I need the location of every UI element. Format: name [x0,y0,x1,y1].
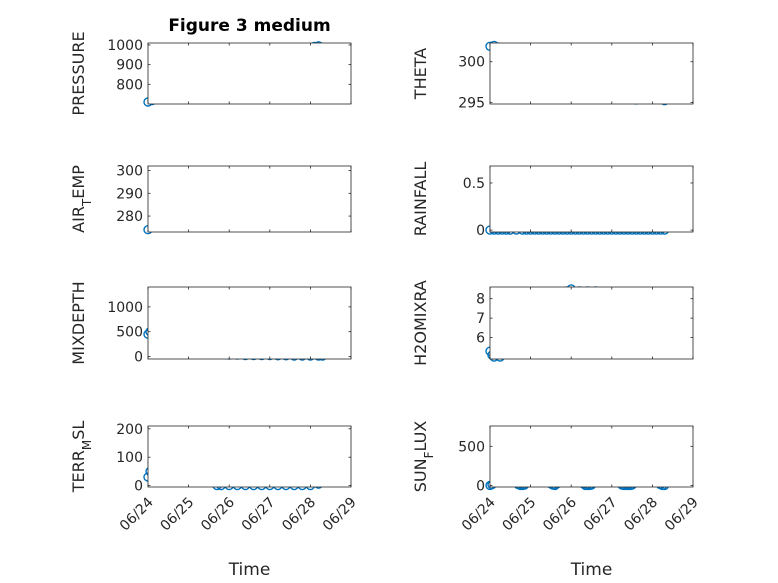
y-axis-label: SUNFLUX [411,421,436,493]
panel-sun-lux: 0 500 06/24 06/25 06/26 06/27 06/28 06/29 Time SU… [411,421,702,580]
y-tick-label: 0 [134,479,143,495]
y-tick-label: 0.5 [463,176,485,192]
y-tick-label: 0 [476,478,485,494]
y-tick-label: 6 [476,331,485,347]
y-axis-label: AIRTEMP [69,165,94,233]
y-tick-label: 500 [116,325,143,341]
axes-frame [489,42,694,105]
panel-pressure: 800 900 1000 PRESSURE Figure 3 medium [69,16,352,116]
y-axis-label: H2OMIXRA [411,280,430,366]
y-tick-label: 500 [458,439,485,455]
y-tick-label: 8 [476,292,485,308]
y-tick-label: 100 [116,450,143,466]
x-tick-label: 06/27 [239,494,279,534]
axes-frame [147,425,352,488]
y-axis-label: RAINFALL [411,162,430,237]
y-tick-label: 900 [116,58,143,74]
y-axis-label: MIXDEPTH [69,281,88,364]
y-axis-label: THETA [411,48,430,100]
x-tick-label: 06/25 [500,494,540,534]
axes-frame [147,42,352,105]
x-tick-label: 06/24 [459,494,499,534]
y-tick-label: 0 [134,350,143,366]
y-tick-label: 1000 [107,38,143,54]
panel-terr-sl: 0 100 200 06/24 06/25 06/26 06/27 06/28 06/29 Tim… [69,421,360,580]
x-tick-label: 06/26 [540,494,580,534]
panel-h2omixra: 6 7 8 H2OMIXRA [411,280,694,366]
chart-title: Figure 3 medium [168,16,330,36]
x-tick-label: 06/28 [279,494,319,534]
panel-theta: 295 300 THETA [411,40,694,111]
y-axis-label: PRESSURE [69,31,88,115]
y-tick-label: 300 [458,55,485,71]
y-axis-label: TERRMSL [69,421,94,494]
x-tick-label: 06/28 [621,494,661,534]
axes-frame [147,286,352,360]
x-tick-label: 06/26 [198,494,238,534]
y-tick-label: 300 [116,164,143,180]
x-axis-label: Time [228,560,271,580]
y-tick-label: 800 [116,77,143,93]
axes-frame [489,425,694,488]
x-axis-label: Time [570,560,613,580]
y-tick-label: 1000 [107,300,143,316]
axes-frame [489,165,694,233]
x-tick-label: 06/29 [662,494,702,534]
panel-rainfall: 0 0.5 RAINFALL [411,162,694,239]
x-tick-label: 06/25 [158,494,198,534]
y-tick-label: 290 [116,186,143,202]
x-tick-label: 06/29 [320,494,360,534]
y-tick-label: 7 [476,311,485,327]
panel-air-emp: 280 290 300 AIRTEMP [69,164,352,235]
panel-mixdepth: 0 500 1000 MIXDEPTH [69,281,352,366]
y-tick-label: 0 [476,223,485,239]
axes-frame [147,165,352,233]
axes-frame [489,286,694,360]
y-tick-label: 295 [458,95,485,111]
x-tick-label: 06/27 [581,494,621,534]
x-tick-label: 06/24 [117,494,157,534]
y-tick-label: 200 [116,422,143,438]
y-tick-label: 280 [116,209,143,225]
